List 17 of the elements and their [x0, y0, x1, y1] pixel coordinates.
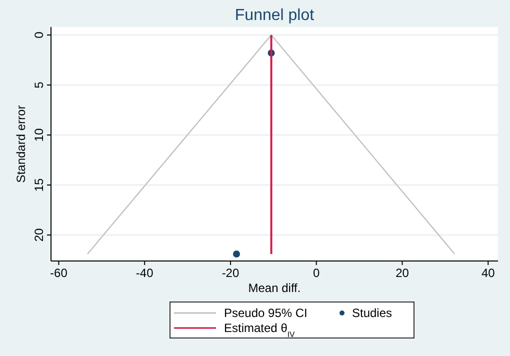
legend-label: Studies [352, 306, 392, 320]
x-tick-label: 0 [313, 266, 320, 280]
y-tick-label: 5 [32, 81, 46, 88]
legend-label: Estimated θ$_{IV}$ [224, 321, 296, 338]
legend-label: Pseudo 95% CI [224, 306, 308, 320]
x-tick-label: -60 [50, 266, 68, 280]
x-tick-label: 20 [396, 266, 410, 280]
x-tick-label: -40 [136, 266, 154, 280]
y-tick-label: 0 [32, 31, 46, 38]
y-axis-title: Standard error [14, 105, 28, 183]
chart-title: Funnel plot [234, 7, 315, 24]
x-tick-label: 40 [481, 266, 496, 280]
y-tick-label: 20 [32, 228, 46, 242]
y-tick-label: 10 [32, 128, 46, 142]
x-tick-label: -20 [222, 266, 240, 280]
y-tick-label: 15 [32, 178, 46, 192]
x-axis-title: Mean diff. [248, 281, 301, 295]
